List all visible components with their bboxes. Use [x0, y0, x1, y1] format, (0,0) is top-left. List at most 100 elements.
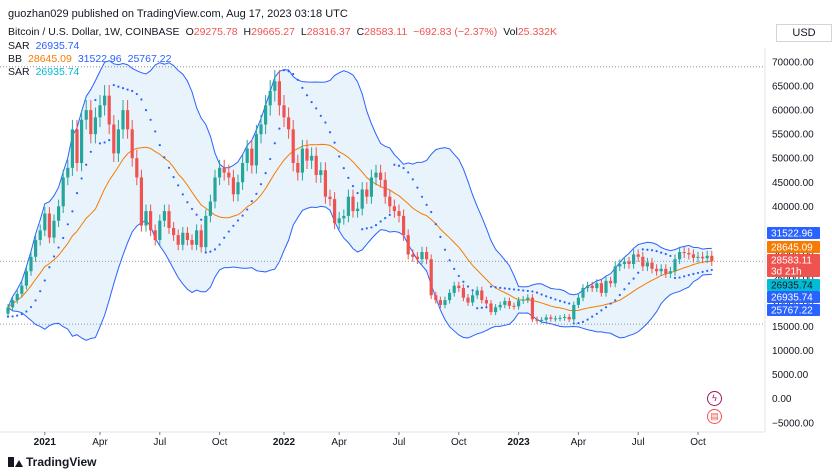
candle-body — [296, 163, 300, 173]
candle-body — [636, 254, 640, 257]
price-tag-label: 26935.74 — [771, 293, 813, 304]
candle-body — [420, 251, 424, 260]
candle-body — [52, 220, 56, 238]
sar-dot — [292, 72, 295, 76]
legend-sar2[interactable]: SAR 26935.74 — [8, 66, 80, 78]
bollinger-upper — [7, 60, 712, 308]
publisher-line: guozhan029 published on TradingView.com,… — [8, 8, 348, 20]
sar-dot — [485, 306, 488, 309]
sar-dot — [121, 87, 125, 90]
ohlc-change: −692.83 (−2.37%) — [413, 26, 498, 38]
sar-dot — [522, 289, 525, 292]
sar-dot — [365, 227, 368, 230]
tradingview-logo[interactable]: TradingView — [8, 455, 96, 469]
candle-body — [595, 283, 599, 289]
sar-dot — [568, 302, 571, 305]
price-tag — [767, 254, 820, 266]
sar-dot — [236, 219, 240, 222]
x-tick-label: Oct — [451, 437, 467, 448]
candle-body — [245, 148, 249, 164]
candle-body — [314, 155, 318, 176]
candle-body — [438, 300, 442, 305]
sar-dot — [540, 293, 543, 296]
sar-dot — [577, 321, 580, 325]
sar-dot — [112, 83, 115, 87]
sar-dot — [16, 314, 19, 317]
candle-body — [627, 261, 631, 265]
sar-dot — [181, 193, 184, 196]
candle-body — [599, 283, 603, 293]
x-tick-label: 2022 — [273, 437, 296, 448]
candle-body — [480, 290, 484, 301]
candle-body — [365, 189, 369, 197]
candle-body — [236, 182, 240, 195]
candle-body — [659, 268, 663, 272]
sar-dot — [250, 200, 253, 203]
candle-body — [457, 285, 461, 289]
candle-body — [374, 172, 378, 178]
candle-body — [466, 297, 470, 303]
candle-body — [650, 262, 654, 269]
candle-body — [526, 297, 530, 300]
sar-dot — [370, 226, 373, 229]
sar-dot — [351, 185, 355, 188]
y-tick-label: −5000.00 — [772, 418, 814, 429]
sar-dot — [416, 186, 419, 189]
candle-body — [38, 230, 42, 240]
sar-dot — [701, 270, 704, 273]
sar-dot — [706, 269, 709, 272]
sar-dot — [462, 280, 465, 283]
candle-body — [222, 167, 226, 173]
candle-body — [139, 177, 143, 226]
sar-dot — [144, 108, 148, 112]
candle-body — [475, 290, 479, 296]
price-tag-label: 31522.96 — [771, 229, 813, 240]
symbol-title[interactable]: Bitcoin / U.S. Dollar, 1W, COINBASE — [8, 26, 180, 38]
x-tick-label: Jul — [393, 437, 406, 448]
candle-body — [70, 129, 74, 168]
sar-dot — [549, 296, 552, 299]
candle-body — [705, 255, 709, 259]
candle-body — [512, 305, 516, 307]
candle-body — [213, 177, 217, 202]
candle-body — [383, 179, 387, 197]
sar-dot — [227, 230, 230, 233]
us-flag-icon[interactable]: ▤ — [707, 409, 722, 424]
sar-dot — [255, 192, 258, 195]
candle-body — [43, 213, 47, 231]
candle-body — [360, 189, 364, 209]
candle-body — [103, 95, 107, 106]
candle-body — [678, 251, 682, 260]
sar-dot — [296, 78, 299, 81]
candle-body — [590, 285, 594, 289]
sar-dot — [535, 291, 539, 294]
sar-dot — [218, 243, 221, 246]
sar-dot — [402, 166, 405, 170]
sar-dot — [172, 176, 175, 179]
candle-body — [153, 230, 157, 240]
candle-body — [356, 208, 360, 212]
candle-body — [701, 256, 705, 259]
sar-dot — [397, 164, 401, 167]
x-tick-label: Jul — [153, 437, 166, 448]
x-tick-label: 2023 — [507, 437, 530, 448]
candle-body — [392, 206, 396, 212]
currency-selector[interactable]: USD — [776, 24, 832, 42]
lightning-icon[interactable]: ϟ — [707, 391, 722, 406]
sar-dot — [600, 309, 603, 312]
legend-bb[interactable]: BB 28645.09 31522.96 25767.22 — [8, 53, 172, 65]
candle-body — [498, 304, 502, 308]
legend-sar1[interactable]: SAR 26935.74 — [8, 40, 80, 52]
candle-body — [126, 110, 130, 130]
candle-body — [346, 196, 350, 216]
sar-dot — [301, 86, 304, 89]
candle-body — [668, 271, 672, 274]
sar-dot — [696, 271, 700, 275]
candle-body — [47, 213, 51, 238]
candle-body — [300, 148, 304, 173]
sar-dot — [195, 213, 198, 216]
candle-body — [181, 232, 185, 245]
sar-dot — [57, 246, 60, 249]
candle-body — [379, 172, 383, 180]
